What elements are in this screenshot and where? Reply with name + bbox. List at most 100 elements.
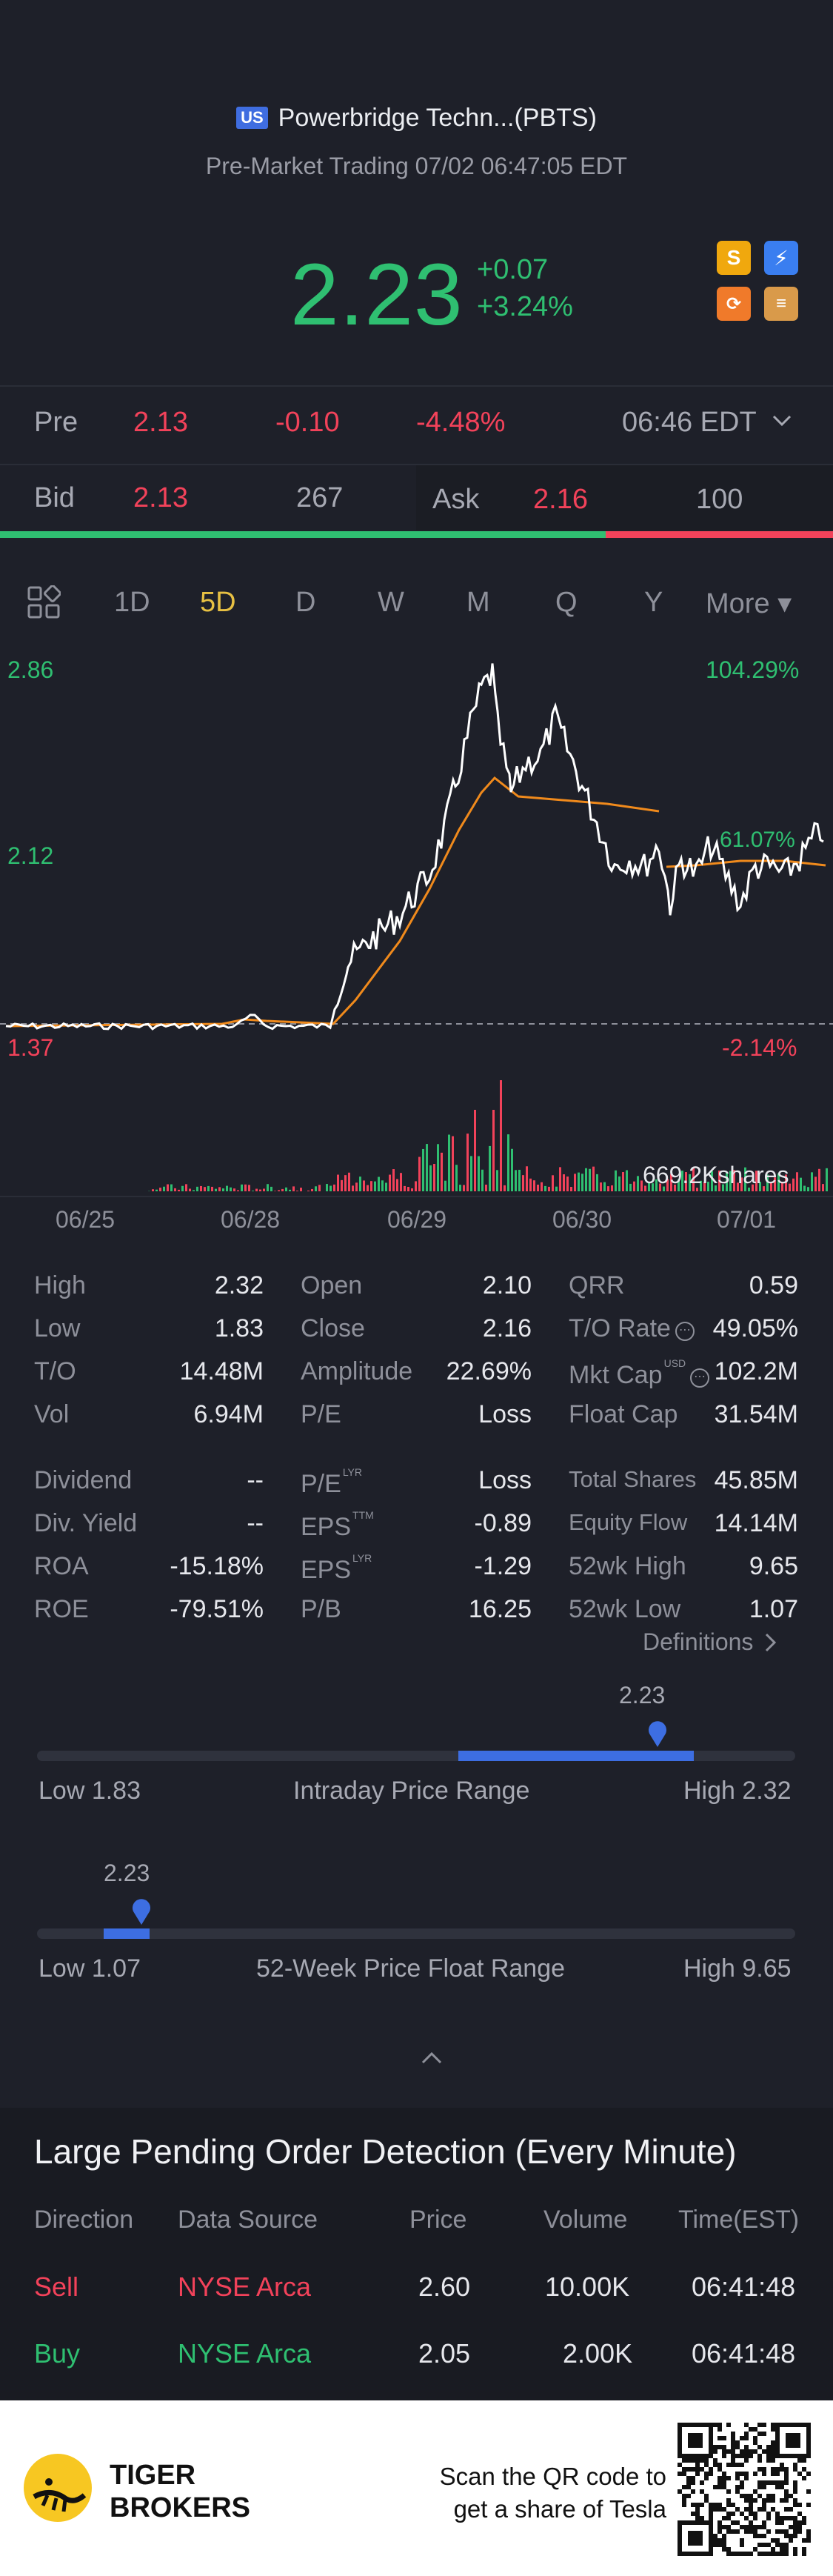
volume-bar	[478, 1156, 480, 1191]
tab-d[interactable]: D	[295, 587, 316, 618]
stat-value: -0.89	[474, 1509, 532, 1537]
stat-label: 52wk Low	[569, 1595, 680, 1624]
volume-bar	[822, 1184, 824, 1191]
intraday-value: 2.23	[619, 1682, 666, 1708]
flash-badge-icon[interactable]: ⚡	[764, 241, 798, 275]
volume-bar	[270, 1186, 272, 1191]
volume-bar	[796, 1172, 798, 1191]
stat-label: High	[34, 1271, 86, 1300]
volume-bar	[444, 1180, 446, 1191]
price-chart[interactable]	[0, 645, 833, 1208]
stat-label-text: ROA	[34, 1552, 89, 1580]
volume-bar	[452, 1136, 454, 1191]
volume-bar	[348, 1172, 350, 1191]
volume-bar	[759, 1182, 761, 1191]
avg-price-line-day4	[666, 859, 826, 868]
volume-bar	[437, 1144, 439, 1191]
stat-superscript: TTM	[352, 1509, 374, 1521]
stat-value: --	[247, 1509, 264, 1537]
stat-value: 102.2M	[714, 1357, 798, 1385]
volume-bar	[292, 1186, 295, 1191]
col-volume: Volume	[543, 2206, 628, 2234]
dollar-badge-icon[interactable]: S	[717, 241, 751, 275]
volume-bar	[637, 1176, 639, 1191]
order-time: 06:41:48	[692, 2272, 796, 2302]
stat-value: 2.16	[482, 1314, 532, 1342]
intraday-range-fill	[458, 1751, 694, 1761]
stat-value: 14.48M	[179, 1357, 264, 1385]
stat-label-text: Dividend	[34, 1466, 133, 1494]
stat-value: Loss	[478, 1466, 532, 1494]
stat-value: --	[247, 1466, 264, 1494]
volume-bar	[666, 1179, 669, 1191]
cta-line1: Scan the QR code to	[439, 2463, 666, 2490]
volume-bar	[800, 1177, 802, 1191]
volume-bar	[748, 1187, 750, 1191]
order-volume: 2.00K	[563, 2338, 633, 2369]
volume-bar	[655, 1179, 658, 1191]
stat-label: ROA	[34, 1552, 89, 1581]
tab-more[interactable]: More ▾	[706, 588, 792, 619]
chevron-down-icon	[772, 415, 791, 427]
tab-5d[interactable]: 5D	[200, 587, 236, 618]
volume-bar	[222, 1188, 224, 1191]
stat-value: 31.54M	[714, 1400, 798, 1428]
stat-label-text: Equity Flow	[569, 1509, 688, 1535]
volume-bar	[711, 1171, 713, 1191]
stat-label-text: 52wk Low	[569, 1595, 681, 1623]
stat-label: Dividend	[34, 1466, 132, 1495]
location-pin-icon	[133, 1899, 150, 1925]
definitions-link[interactable]: Definitions	[643, 1628, 777, 1656]
date-label: 06/29	[387, 1206, 447, 1233]
qr-code-icon[interactable]	[678, 2423, 811, 2556]
promo-footer[interactable]: TIGER BROKERS Scan the QR code to get a …	[0, 2400, 833, 2576]
layout-grid-icon[interactable]	[27, 585, 61, 623]
volume-bar	[622, 1172, 624, 1191]
tab-w[interactable]: W	[378, 587, 404, 618]
options-badge-icon[interactable]: ⟳	[717, 287, 751, 321]
volume-bar	[670, 1174, 672, 1191]
volume-bar	[370, 1181, 372, 1191]
stat-label: Close	[301, 1314, 365, 1343]
volume-bar	[378, 1176, 380, 1191]
date-label: 06/25	[56, 1206, 116, 1233]
volume-bar	[726, 1172, 728, 1191]
volume-bar	[700, 1180, 702, 1191]
stat-label: Float Cap	[569, 1400, 678, 1429]
stat-label-text: Vol	[34, 1400, 70, 1428]
ask-panel	[416, 465, 833, 530]
tab-y[interactable]: Y	[644, 587, 663, 618]
stat-label: P/E LYR	[301, 1466, 362, 1499]
tab-1d[interactable]: 1D	[114, 587, 150, 618]
volume-bar	[489, 1145, 491, 1191]
more-info-icon[interactable]: ⋯	[690, 1368, 710, 1388]
more-info-icon[interactable]: ⋯	[675, 1322, 695, 1341]
book-badge-icon[interactable]: ≡	[764, 287, 798, 321]
volume-bar	[333, 1184, 335, 1191]
volume-bar	[485, 1184, 487, 1191]
tab-m[interactable]: M	[466, 587, 490, 618]
stat-label-text: Float Cap	[569, 1400, 678, 1428]
volume-bar	[548, 1186, 550, 1191]
volume-bar	[311, 1188, 313, 1191]
volume-bar	[433, 1164, 435, 1191]
collapse-chevron-up-icon[interactable]	[421, 2051, 443, 2066]
avg-price-line	[5, 776, 660, 1028]
volume-bar	[374, 1181, 376, 1191]
brand-line2: BROKERS	[110, 2492, 251, 2523]
volume-bar	[611, 1185, 613, 1191]
volume-bar	[300, 1188, 302, 1191]
pre-time-dropdown[interactable]: 06:46 EDT	[622, 407, 792, 439]
volume-bar	[541, 1182, 543, 1191]
tab-q[interactable]: Q	[555, 587, 578, 618]
order-price: 2.60	[418, 2272, 471, 2302]
bid-price: 2.13	[133, 482, 188, 513]
volume-bar	[537, 1185, 539, 1191]
intraday-high: High 2.32	[683, 1777, 792, 1805]
volume-bar	[781, 1182, 783, 1191]
volume-bar	[263, 1188, 265, 1191]
pre-price: 2.13	[133, 407, 188, 438]
volume-bar	[196, 1186, 198, 1191]
volume-bar	[152, 1189, 154, 1191]
volume-bar	[581, 1174, 583, 1191]
